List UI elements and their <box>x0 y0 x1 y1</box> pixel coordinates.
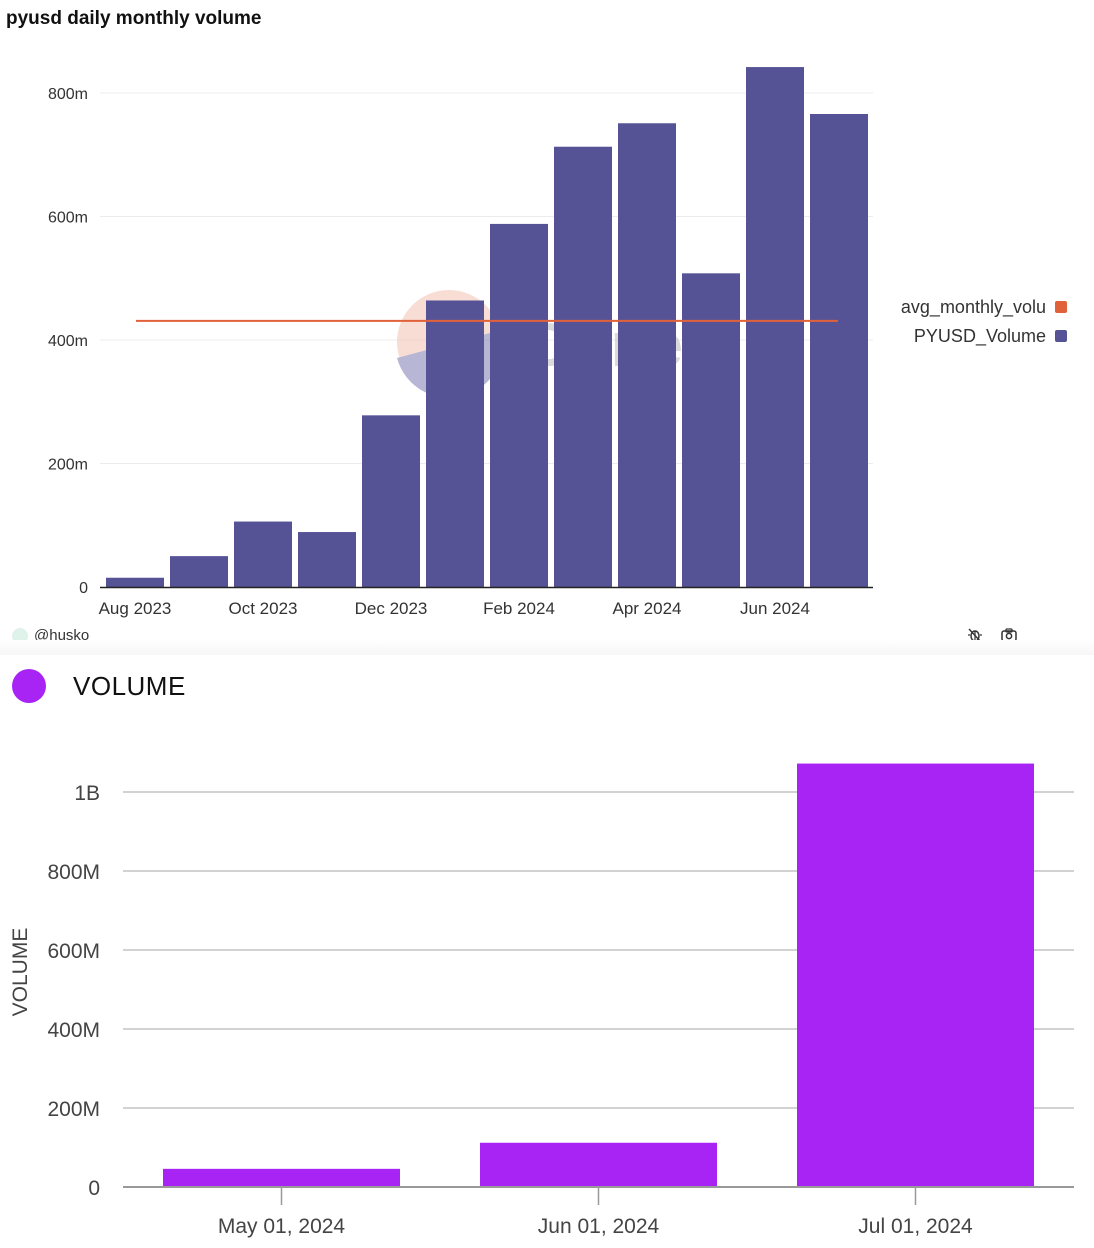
y-tick-label: 400M <box>47 1019 100 1042</box>
x-tick-label: Feb 2024 <box>483 599 555 618</box>
legend-label: VOLUME <box>73 670 186 701</box>
y-tick-label: 800m <box>48 86 88 103</box>
author-credit[interactable]: @husko <box>12 627 89 644</box>
bar <box>362 415 420 587</box>
y-tick-label: 800M <box>47 861 100 884</box>
top-chart-panel: pyusd daily monthly volume 0 200m 400m 600m… <box>6 8 1067 644</box>
legend-dot-icon <box>12 669 46 703</box>
bar <box>298 532 356 587</box>
avatar <box>12 627 28 644</box>
x-tick-label: Dec 2023 <box>355 599 428 618</box>
bar <box>234 521 292 587</box>
y-tick-label: 0 <box>79 580 88 597</box>
x-tick-label: Apr 2024 <box>613 599 682 618</box>
y-tick-label: 600M <box>47 940 100 963</box>
legend-swatch <box>1055 301 1067 313</box>
bar <box>554 146 612 587</box>
y-tick-label: 200M <box>47 1098 100 1121</box>
bar <box>682 273 740 587</box>
legend-swatch <box>1055 330 1067 342</box>
y-tick-label: 200m <box>48 457 88 474</box>
chart-title: pyusd daily monthly volume <box>6 8 262 29</box>
author-name: @husko <box>34 627 90 644</box>
bar <box>426 300 484 587</box>
legend-label: PYUSD_Volume <box>914 326 1046 347</box>
x-tick-label: Jul 01, 2024 <box>858 1215 973 1238</box>
bar <box>618 123 676 587</box>
bar <box>480 1142 717 1187</box>
volume-legend[interactable]: VOLUME <box>12 669 186 703</box>
bar <box>797 763 1034 1187</box>
bar <box>163 1168 400 1187</box>
bar <box>810 113 868 588</box>
y-tick-label: 600m <box>48 210 88 227</box>
bar <box>170 556 228 587</box>
x-tick-label: Jun 01, 2024 <box>538 1215 660 1238</box>
bar <box>106 577 164 587</box>
y-axis-title: VOLUME <box>9 928 32 1017</box>
x-tick-label: Oct 2023 <box>229 599 298 618</box>
bar <box>746 67 804 587</box>
x-tick-label: May 01, 2024 <box>218 1215 346 1238</box>
y-tick-label: 400m <box>48 333 88 350</box>
bottom-chart-panel: 0 200M 400M 600M 800M 1B VOLUME May 01, 2024 Jun… <box>0 655 1094 1248</box>
bottom-chart-svg: 0 200M 400M 600M 800M 1B VOLUME May 01, 2024 Jun… <box>9 763 1074 1238</box>
bar <box>490 223 548 587</box>
y-tick-label: 1B <box>74 782 100 805</box>
x-tick-label: Aug 2023 <box>99 599 172 618</box>
legend-label: avg_monthly_volu <box>901 297 1046 318</box>
x-tick-label: Jun 2024 <box>740 599 810 618</box>
y-tick-label: 0 <box>88 1177 100 1200</box>
